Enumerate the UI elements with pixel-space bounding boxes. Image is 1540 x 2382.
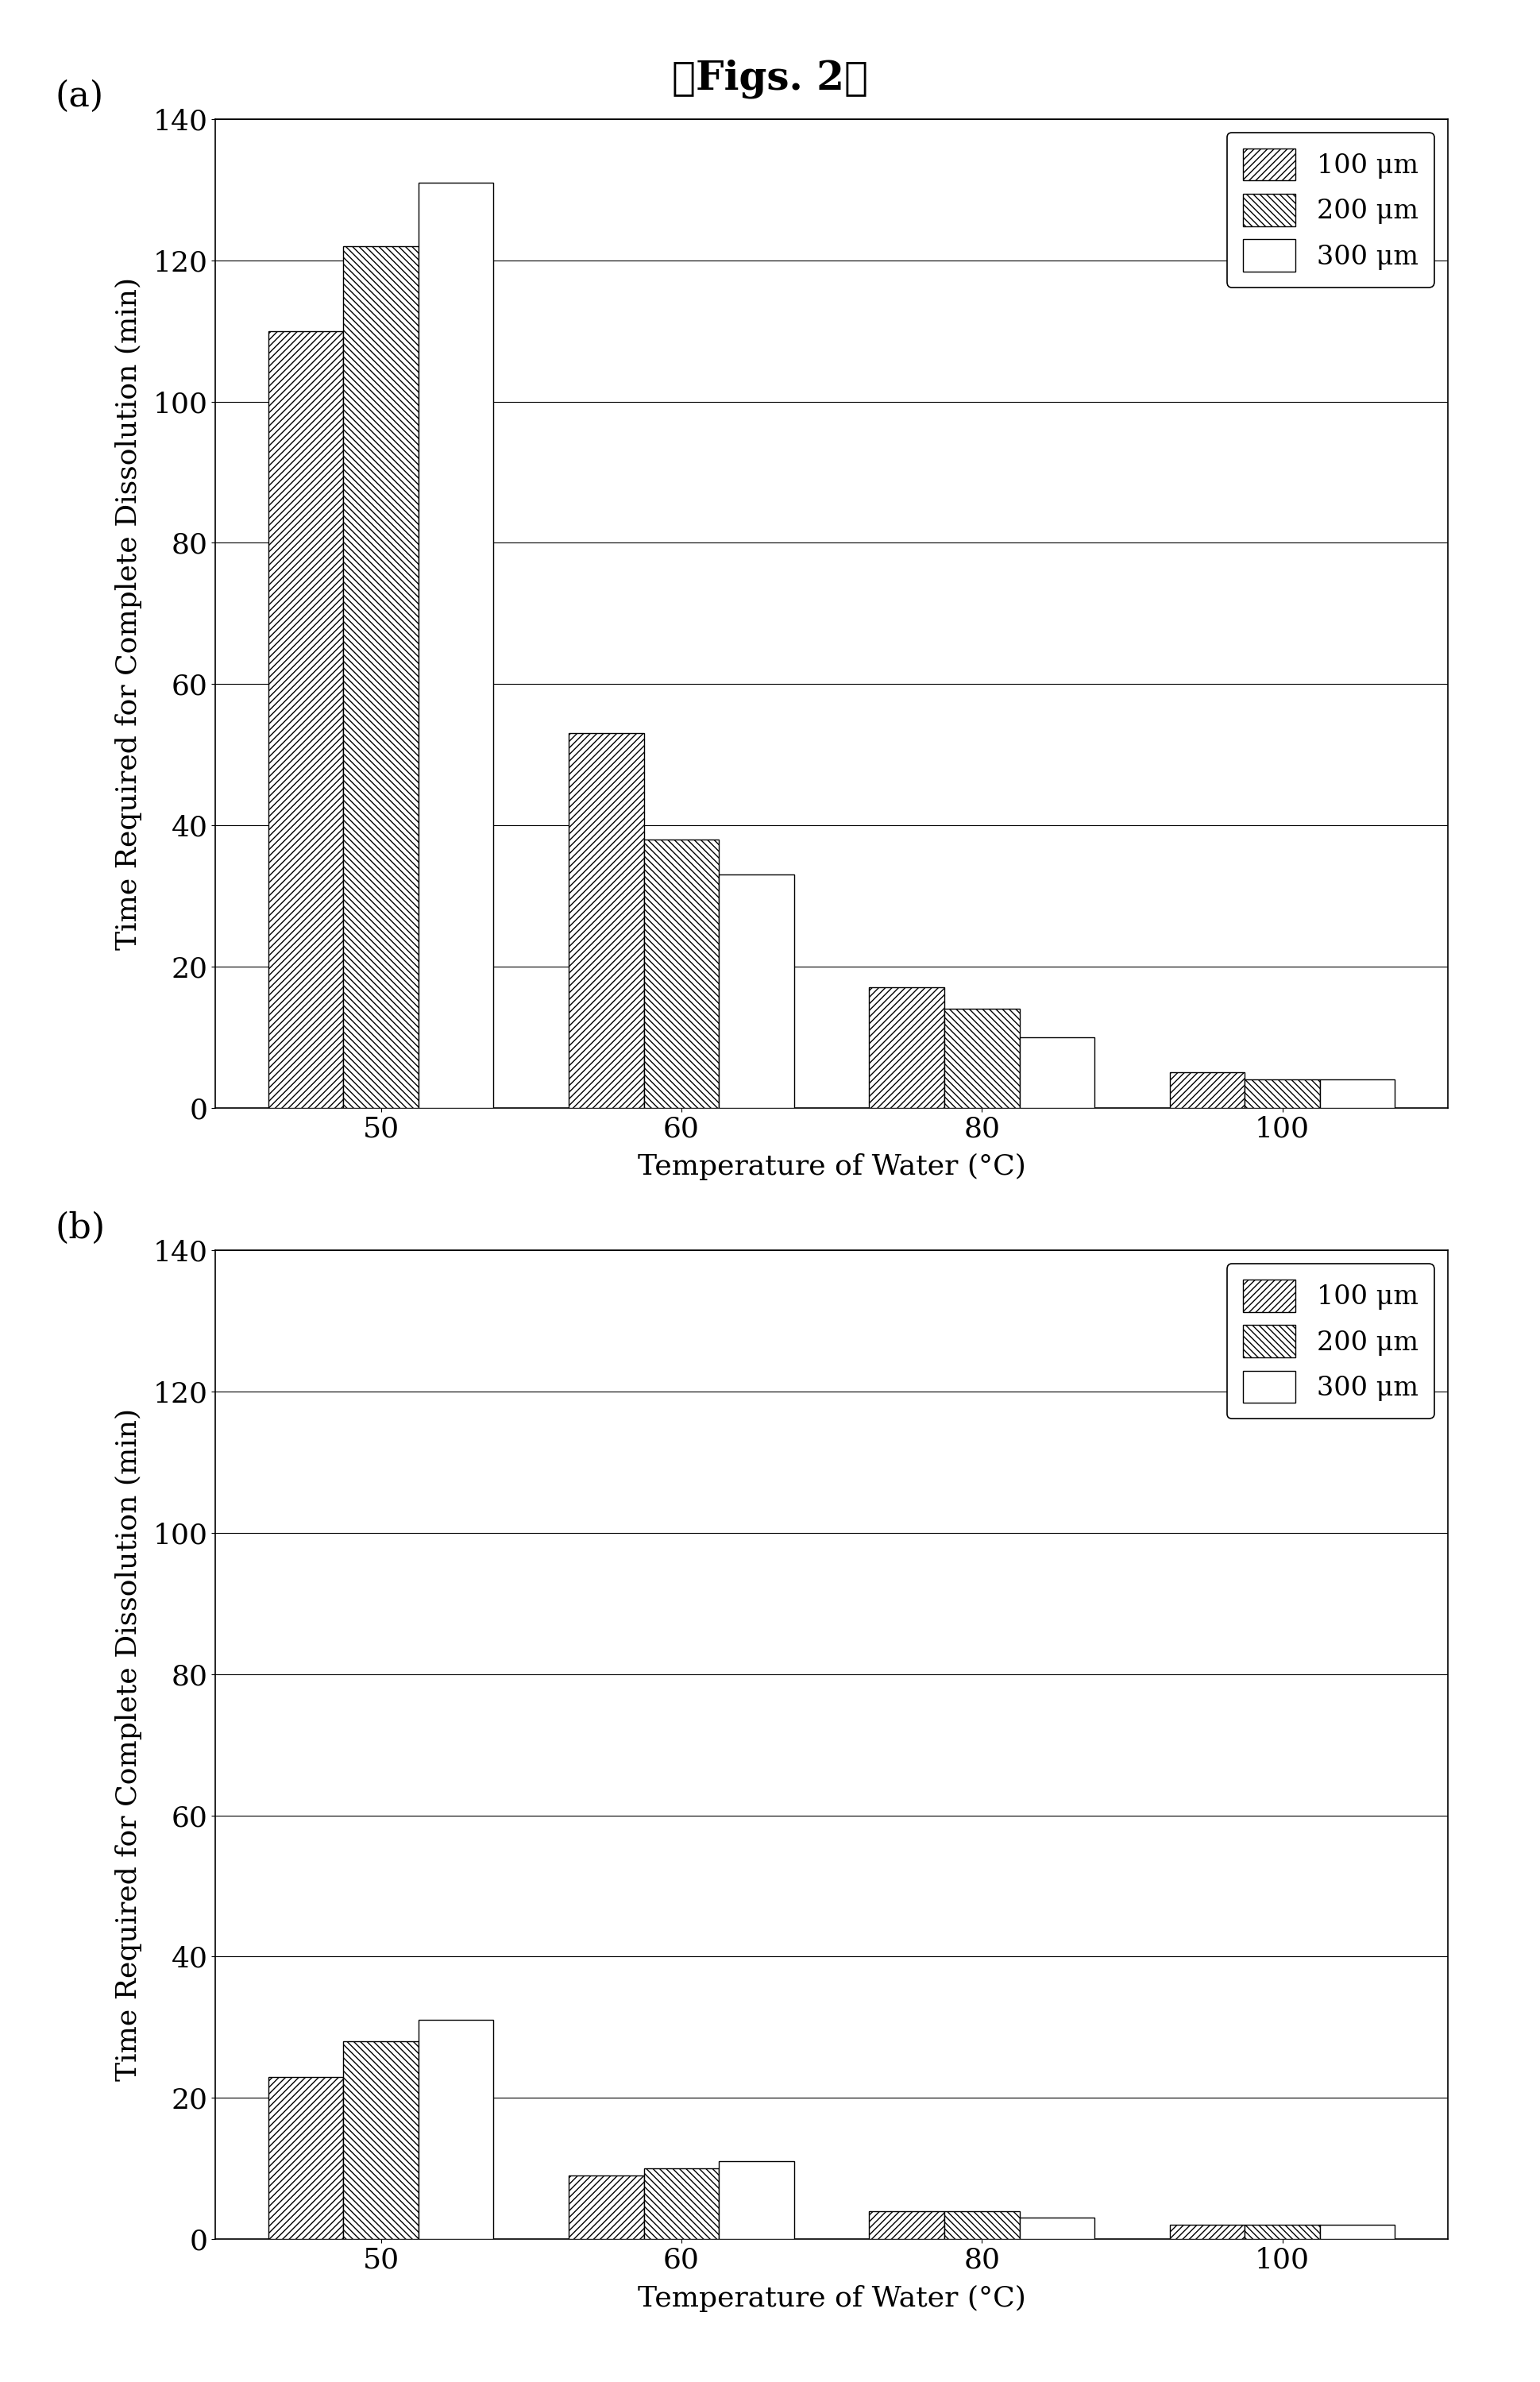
Bar	[719, 2160, 795, 2239]
Y-axis label: Time Required for Complete Dissolution (min): Time Required for Complete Dissolution (…	[115, 276, 142, 950]
Bar	[268, 2077, 343, 2239]
Text: 【Figs. 2】: 【Figs. 2】	[671, 60, 869, 100]
X-axis label: Temperature of Water (°C): Temperature of Water (°C)	[638, 1153, 1026, 1181]
Bar	[568, 2175, 644, 2239]
Legend: 100 μm, 200 μm, 300 μm: 100 μm, 200 μm, 300 μm	[1227, 133, 1434, 288]
Bar	[343, 2041, 419, 2239]
Y-axis label: Time Required for Complete Dissolution (min): Time Required for Complete Dissolution (…	[115, 1408, 142, 2082]
X-axis label: Temperature of Water (°C): Temperature of Water (°C)	[638, 2284, 1026, 2313]
Bar	[1019, 1036, 1095, 1108]
Bar	[644, 2168, 719, 2239]
Bar	[1170, 2225, 1244, 2239]
Bar	[944, 1010, 1019, 1108]
Bar	[343, 245, 419, 1108]
Text: (b): (b)	[55, 1210, 106, 1246]
Bar	[869, 2210, 944, 2239]
Bar	[568, 734, 644, 1108]
Bar	[1244, 1079, 1320, 1108]
Bar	[1320, 1079, 1395, 1108]
Bar	[1170, 1072, 1244, 1108]
Bar	[1320, 2225, 1395, 2239]
Legend: 100 μm, 200 μm, 300 μm: 100 μm, 200 μm, 300 μm	[1227, 1265, 1434, 1420]
Bar	[719, 874, 795, 1108]
Bar	[419, 183, 493, 1108]
Bar	[644, 838, 719, 1108]
Bar	[419, 2020, 493, 2239]
Bar	[869, 989, 944, 1108]
Text: (a): (a)	[55, 79, 105, 114]
Bar	[1019, 2218, 1095, 2239]
Bar	[268, 331, 343, 1108]
Bar	[944, 2210, 1019, 2239]
Bar	[1244, 2225, 1320, 2239]
